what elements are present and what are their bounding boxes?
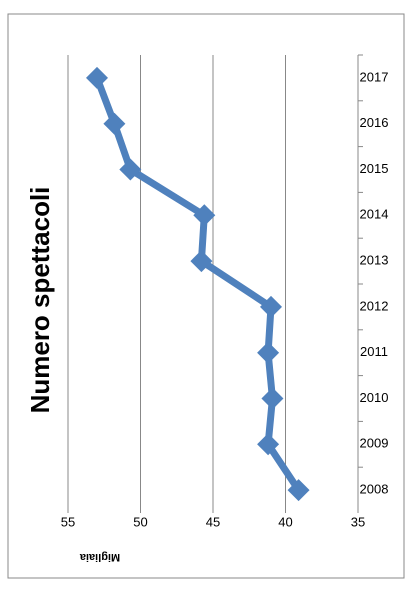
y-tick-label: 45 [206, 514, 220, 529]
y-axis-label: Migliaia [79, 551, 120, 563]
x-tick-label: 2013 [360, 253, 389, 268]
x-tick-label: 2012 [360, 298, 389, 313]
marker [260, 295, 282, 318]
x-tick-label: 2014 [360, 207, 389, 222]
chart-title: Numero spettacoli [25, 187, 55, 414]
chart-frame [7, 13, 405, 579]
marker [119, 158, 142, 181]
y-tick-label: 40 [278, 514, 292, 529]
x-tick-label: 2017 [360, 69, 389, 84]
x-tick-label: 2009 [360, 436, 389, 451]
x-tick-label: 2015 [360, 161, 389, 176]
x-tick-label: 2008 [360, 482, 389, 497]
marker [193, 204, 216, 227]
rotated-plot: Numero spettacoli Migliaia 35 40 45 50 55 200… [25, 54, 389, 563]
y-tick-label: 55 [61, 514, 75, 529]
x-tick-label: 2010 [360, 390, 389, 405]
marker [103, 112, 126, 135]
marker [86, 66, 108, 89]
x-tick-label: 2016 [360, 115, 389, 130]
marker [261, 387, 284, 410]
marker [190, 250, 213, 273]
y-tick-label: 50 [133, 514, 147, 529]
line [93, 76, 302, 493]
x-tick-label: 2011 [360, 344, 388, 359]
y-tick-label: 35 [351, 514, 365, 529]
